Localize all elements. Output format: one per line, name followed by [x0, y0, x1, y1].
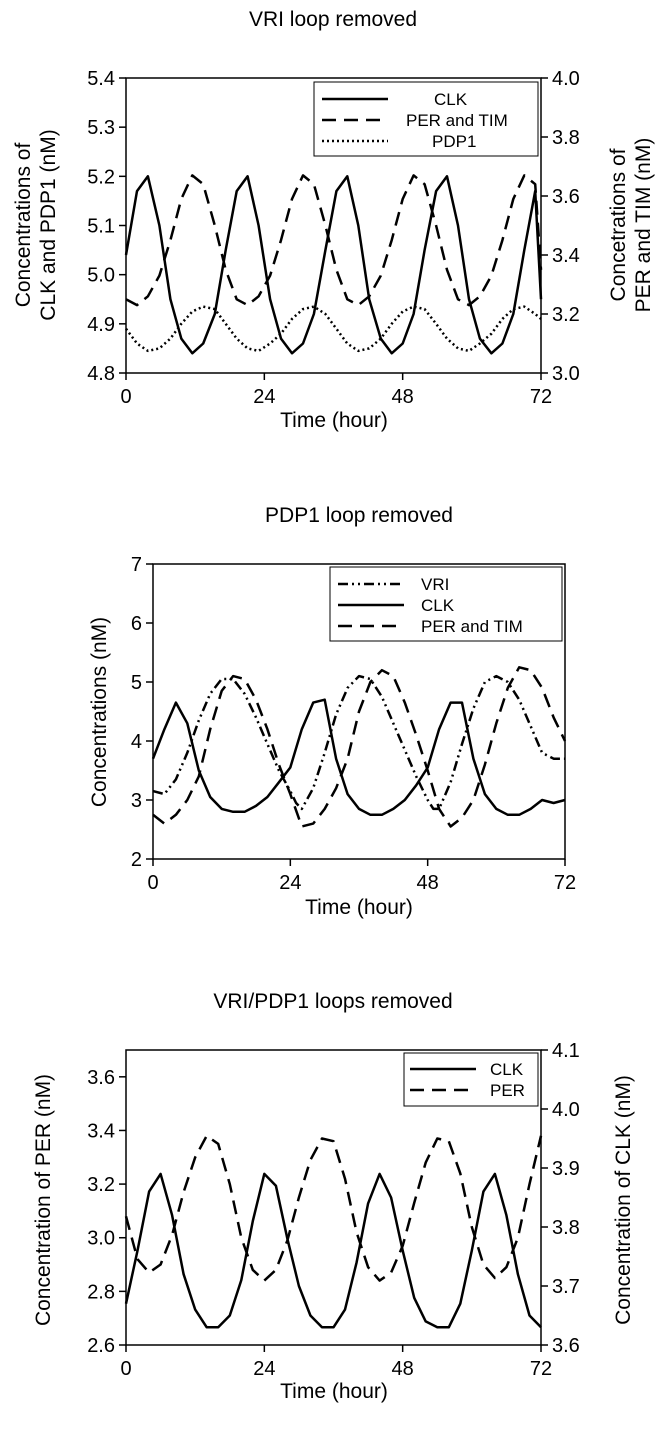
panel2-x-tick-label: 0	[147, 872, 158, 894]
panel3-x-tick-label: 0	[120, 1358, 131, 1380]
panel1-y-tick-label: 5.0	[87, 265, 115, 287]
panel3-y2-tick-label: 3.8	[552, 1217, 580, 1239]
panel1-x-tick-label: 72	[530, 386, 552, 408]
panel2-x-tick-label: 72	[554, 872, 576, 894]
panel3-y2-ticks: 3.6 3.7 3.8 3.9 4.0 4.1	[541, 1040, 580, 1357]
panel2-legend: VRI CLK PER and TIM	[329, 566, 563, 642]
panel3-series-clk-line	[124, 1172, 542, 1329]
panel2-y-tick-label: 2	[131, 849, 142, 871]
panel3-y2-tick-label: 3.6	[552, 1335, 580, 1357]
panel1-y-axis-label-line1: Concentrations of	[12, 143, 35, 308]
panel3-x-ticks: 0 24 48 72	[120, 1345, 552, 1380]
panel-vri-pdp1-loops-removed: VRI/PDP1 loops removed 2.6 2.8 3.0 3.2 3.4 3.…	[32, 990, 635, 1403]
panel2-y-axis-label: Concentrations (nM)	[88, 617, 111, 807]
panel1-y2-tick-label: 3.0	[552, 363, 580, 385]
panel1-series-group	[124, 174, 543, 355]
panel3-x-tick-label: 72	[530, 1358, 552, 1380]
panel2-y-tick-label: 5	[131, 672, 142, 694]
panel2-x-tick-label: 48	[417, 872, 439, 894]
panel1-y2-axis-label-line1: Concetrations of	[607, 148, 630, 301]
panel3-y-tick-label: 3.6	[87, 1067, 115, 1089]
panel2-y-tick-label: 3	[131, 790, 142, 812]
panel3-y2-tick-label: 4.0	[552, 1099, 580, 1121]
panel1-y-tick-label: 5.2	[87, 166, 115, 188]
panel1-y2-axis-label-line2: PER and TIM (nM)	[632, 138, 655, 313]
panel3-y2-tick-label: 3.9	[552, 1158, 580, 1180]
panel2-y-tick-label: 4	[131, 731, 142, 753]
panel3-y-tick-label: 2.8	[87, 1281, 115, 1303]
panel3-series-per-line	[124, 1134, 543, 1282]
panel1-y2-tick-label: 3.4	[552, 245, 580, 267]
panel1-legend-label-clk: CLK	[434, 90, 468, 109]
panel1-x-axis-label: Time (hour)	[280, 409, 388, 432]
panel3-x-tick-label: 48	[392, 1358, 414, 1380]
panel3-y-tick-label: 3.2	[87, 1174, 115, 1196]
panel3-y2-tick-label: 4.1	[552, 1040, 580, 1062]
panel3-legend: CLK PER	[403, 1052, 539, 1107]
panel1-y-axis-label-line2: CLK and PDP1 (nM)	[37, 129, 60, 320]
panel3-x-axis-label: Time (hour)	[280, 1380, 388, 1403]
panel1-y-tick-label: 4.9	[87, 314, 115, 336]
panel2-title: PDP1 loop removed	[265, 504, 453, 527]
panel2-series-per-and-tim-line	[152, 666, 567, 828]
panel1-x-ticks: 0 24 48 72	[120, 373, 552, 408]
panel2-x-tick-label: 24	[279, 872, 301, 894]
panel-pdp1-loop-removed: PDP1 loop removed 2 3 4 5 6 7 0 24 48 72 Time (h…	[88, 504, 576, 919]
panel1-series-per-and-tim-line	[125, 174, 543, 307]
panel3-y-tick-label: 2.6	[87, 1335, 115, 1357]
panel1-legend-label-pdp1: PDP1	[432, 132, 476, 151]
panel1-y-tick-label: 4.8	[87, 363, 115, 385]
panel3-y2-axis-label: Concentration of CLK (nM)	[612, 1075, 635, 1325]
panel1-x-tick-label: 48	[392, 386, 414, 408]
panel3-y2-tick-label: 3.7	[552, 1276, 580, 1298]
panel3-title: VRI/PDP1 loops removed	[213, 990, 452, 1013]
panel3-plot-frame	[125, 1049, 542, 1346]
panel3-legend-box	[403, 1052, 539, 1107]
panel2-legend-label-per-tim: PER and TIM	[421, 617, 523, 636]
panel3-y-ticks: 2.6 2.8 3.0 3.2 3.4 3.6	[87, 1067, 126, 1357]
panel1-legend: CLK PER and TIM PDP1	[313, 81, 539, 157]
panel2-series-clk-line	[151, 698, 566, 817]
panel3-y-tick-label: 3.0	[87, 1228, 115, 1250]
panel1-y-tick-label: 5.3	[87, 117, 115, 139]
panel2-series-group	[151, 666, 567, 828]
panel2-y-ticks: 2 3 4 5 6 7	[131, 554, 153, 871]
panel1-y2-tick-label: 3.8	[552, 127, 580, 149]
panel1-x-tick-label: 24	[253, 386, 275, 408]
panel2-x-axis-label: Time (hour)	[305, 896, 413, 919]
panel3-y-axis-label: Concentration of PER (nM)	[32, 1074, 55, 1326]
panel2-series-vri-line	[152, 674, 565, 811]
panel1-series-clk-line	[124, 175, 543, 355]
panel2-legend-label-clk: CLK	[421, 596, 455, 615]
panel1-y2-tick-label: 4.0	[552, 68, 580, 90]
panel3-legend-label-per: PER	[490, 1081, 525, 1100]
panel1-x-tick-label: 0	[120, 386, 131, 408]
panel1-y2-tick-label: 3.2	[552, 304, 580, 326]
panel1-series-pdp1-line	[124, 305, 542, 353]
panel3-series-group	[124, 1134, 543, 1329]
panel1-y2-ticks: 3.0 3.2 3.4 3.6 3.8 4.0	[541, 68, 580, 385]
panel2-legend-label-vri: VRI	[421, 575, 449, 594]
panel3-y-tick-label: 3.4	[87, 1120, 115, 1142]
panel1-y2-tick-label: 3.6	[552, 186, 580, 208]
panel1-title: VRI loop removed	[249, 8, 417, 31]
panel1-y-ticks: 4.8 4.9 5.0 5.1 5.2 5.3 5.4	[87, 68, 126, 385]
panel1-y-tick-label: 5.4	[87, 68, 115, 90]
panel3-legend-label-clk: CLK	[490, 1060, 524, 1079]
panel3-x-tick-label: 24	[253, 1358, 275, 1380]
panel1-y-tick-label: 5.1	[87, 216, 115, 238]
panel2-y-tick-label: 6	[131, 613, 142, 635]
panel1-legend-label-per-tim: PER and TIM	[406, 111, 508, 130]
panel2-y-tick-label: 7	[131, 554, 142, 576]
panel2-plot-frame	[152, 563, 566, 860]
panel-vri-loop-removed: VRI loop removed 4.8 4.9 5.0 5.1 5.2 5.3 5.4 3…	[12, 8, 655, 432]
panel2-x-ticks: 0 24 48 72	[147, 859, 576, 894]
